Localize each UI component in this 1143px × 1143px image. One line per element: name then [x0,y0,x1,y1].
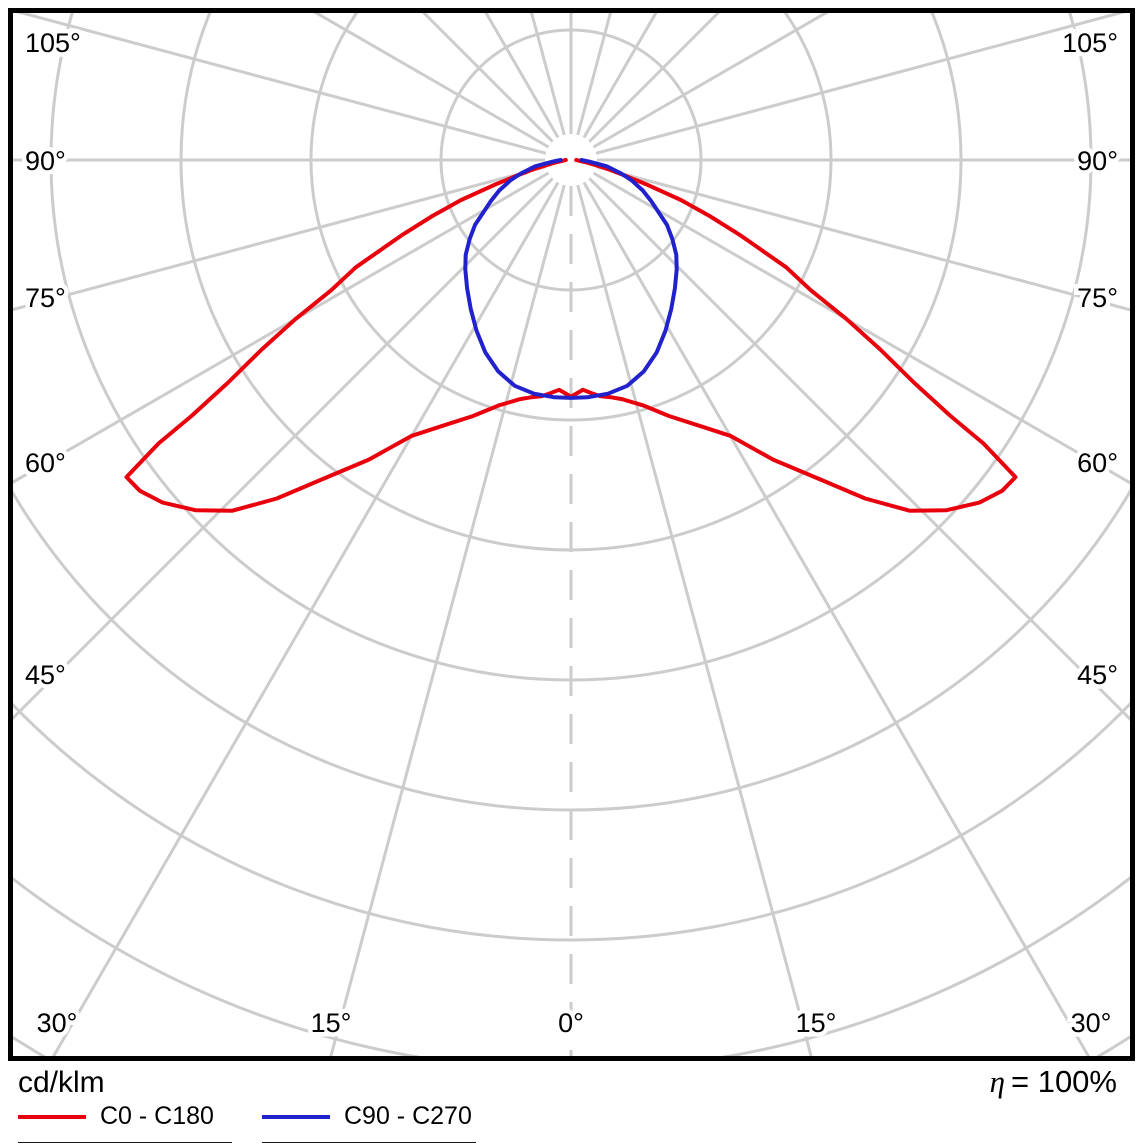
grid-spoke [592,13,829,149]
efficiency-label: η = 100% [990,1064,1117,1100]
grid-spoke [313,13,550,149]
polar-chart-svg: 105° 105° 90° 90° 75° 75° 60° 60° 45° 45° 30° 30° 15… [13,13,1130,1056]
grid-spoke [13,177,554,721]
legend-item-c90-c270: C90 - C270 [262,1102,476,1143]
angle-label: 60° [1077,448,1118,478]
grid-spoke [16,13,547,155]
angle-label: 75° [25,283,66,313]
grid-spoke [588,177,1130,722]
legend-label-c90-c270: C90 - C270 [344,1102,472,1130]
efficiency-symbol: η [989,1064,1005,1099]
efficiency-value: = 100% [1010,1064,1117,1099]
angle-label: 75° [1077,283,1118,313]
curve-c90-c270 [463,158,679,400]
legend: C0 - C180 C90 - C270 [18,1102,476,1143]
angle-label: 90° [25,146,66,176]
units-label: cd/klm [18,1066,105,1099]
legend-item-c0-c180: C0 - C180 [18,1102,232,1143]
legend-line-c0-c180 [18,1114,86,1119]
grid-spoke [576,184,813,1056]
grid-spoke [592,171,1130,485]
angle-label: 15° [311,1008,352,1038]
legend-label-c0-c180: C0 - C180 [100,1102,214,1130]
angle-label: 30° [37,1008,78,1038]
grid-spoke [582,181,1091,1056]
angle-label: 45° [1077,660,1118,690]
grid-spoke [595,13,1126,155]
grid-ring [13,701,1130,942]
grid-spoke [329,184,566,1056]
angle-label: 0° [558,1008,584,1038]
angle-label: 30° [1071,1008,1112,1038]
angle-label: 105° [25,28,81,58]
angle-label: 90° [1077,146,1118,176]
angle-label: 15° [796,1008,837,1038]
grid-spoke [13,171,550,484]
angle-label: 105° [1062,28,1118,58]
grid-spoke [576,13,612,136]
grid-spoke [51,181,560,1056]
grid-spoke [13,165,547,312]
legend-line-c90-c270 [262,1114,330,1119]
grid-spoke [530,13,566,136]
polar-plot-area: 105° 105° 90° 90° 75° 75° 60° 60° 45° 45° 30° 30° 15… [8,8,1135,1061]
angle-label: 60° [25,448,66,478]
angle-label: 45° [25,660,66,690]
grid-spoke [595,165,1130,312]
